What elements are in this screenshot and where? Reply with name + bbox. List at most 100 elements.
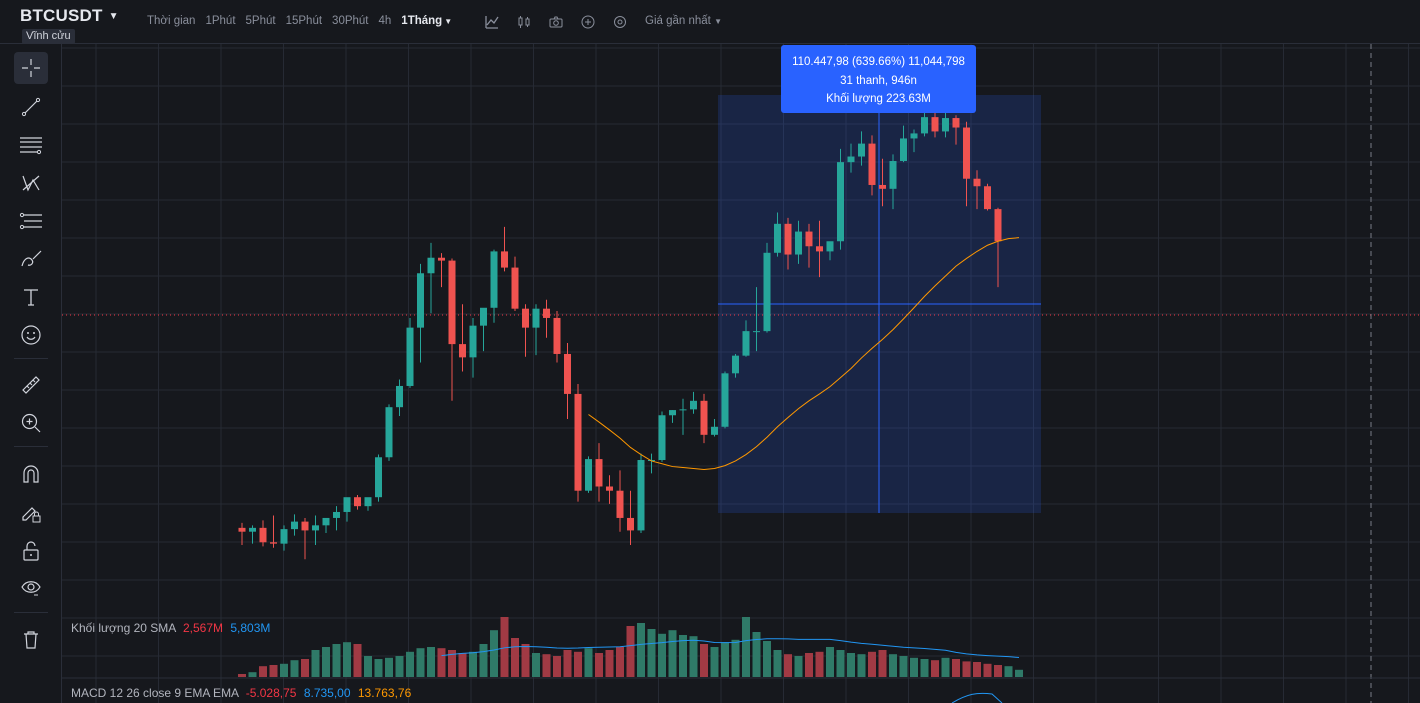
trash-icon[interactable] (14, 624, 48, 656)
volume-bar (469, 651, 477, 677)
volume-bar (920, 659, 929, 677)
candle-body (984, 186, 991, 210)
sidebar-divider (14, 612, 48, 613)
eye-icon[interactable] (14, 572, 48, 604)
macd-line (951, 692, 1003, 703)
brush-icon[interactable] (14, 243, 48, 275)
candle-body (784, 223, 792, 255)
settings-icon[interactable] (610, 12, 630, 32)
volume-bar (248, 672, 257, 677)
camera-icon[interactable] (546, 12, 566, 32)
crosshair-icon[interactable] (14, 52, 48, 84)
volume-bar (427, 647, 435, 677)
macd-value: 8.735,00 (303, 686, 351, 700)
candle-body (805, 231, 813, 247)
volume-bar (238, 674, 246, 677)
chevron-down-icon: ▼ (444, 17, 453, 26)
perpetual-badge: Vĩnh cửu (22, 29, 75, 44)
chart-canvas[interactable] (62, 44, 1420, 703)
candle-body (847, 156, 855, 163)
volume-bar (364, 656, 372, 677)
volume-bar (616, 647, 624, 677)
candle-body (963, 127, 970, 179)
macd-legend[interactable]: MACD 12 26 close 9 EMA EMA -5.028,75 8.7… (71, 686, 411, 700)
volume-bar (689, 636, 698, 677)
interval-1m[interactable]: 1Phút (205, 15, 236, 27)
volume-bar (395, 656, 404, 677)
candle-body (522, 308, 529, 328)
volume-bar (815, 651, 824, 677)
candle-body (459, 344, 466, 358)
fib-icon[interactable] (14, 205, 48, 237)
volume-bar (500, 617, 509, 677)
symbol-selector[interactable]: BTCUSDT ▼ (20, 6, 119, 26)
volume-pane (238, 617, 1023, 677)
horizontal-lines-icon[interactable] (14, 129, 48, 161)
candle-body (322, 517, 330, 526)
trend-line-icon[interactable] (14, 91, 48, 123)
price-type-selector[interactable]: Giá gần nhất ▼ (645, 15, 722, 27)
volume-bar (962, 661, 971, 677)
volume-bar (290, 660, 299, 677)
candle-body (511, 267, 519, 309)
ruler-icon[interactable] (14, 369, 48, 401)
volume-bar (553, 656, 561, 677)
price-chart[interactable] (62, 44, 1420, 703)
candle-body (795, 231, 802, 255)
candle-body (333, 511, 340, 518)
candle-body (301, 521, 309, 531)
candle-body (291, 521, 298, 530)
candle-body (448, 260, 456, 345)
volume-legend[interactable]: Khối lượng 20 SMA 2,567M 5,803M (71, 621, 270, 635)
interval-4h[interactable]: 4h (378, 15, 392, 27)
volume-bar (448, 650, 456, 677)
lock-drawing-icon[interactable] (14, 497, 48, 529)
volume-bar (332, 644, 341, 677)
candle-body (280, 529, 288, 544)
sidebar-divider (14, 446, 48, 447)
volume-bar (637, 623, 645, 677)
interval-5m[interactable]: 5Phút (245, 15, 276, 27)
candle-body (238, 527, 246, 532)
interval-1month[interactable]: 1Tháng ▼ (401, 15, 452, 27)
zoom-in-icon[interactable] (14, 407, 48, 439)
candle-body (564, 353, 571, 394)
volume-bar (889, 654, 897, 677)
measure-tooltip: 110.447,98 (639.66%) 11,044,798 31 thanh… (781, 45, 976, 113)
volume-bar (941, 657, 950, 677)
indicators-icon[interactable] (482, 12, 502, 32)
candle-body (994, 209, 1002, 242)
volume-bar (931, 660, 939, 677)
interval-30m[interactable]: 30Phút (332, 15, 369, 27)
candle-body (270, 542, 277, 544)
volume-bar (343, 642, 351, 677)
volume-bar (679, 635, 687, 677)
candle-body (742, 331, 750, 356)
magnet-icon[interactable] (14, 458, 48, 490)
volume-bar (458, 653, 467, 677)
candle-body (637, 460, 645, 531)
interval-15m[interactable]: 15Phút (285, 15, 323, 27)
add-icon[interactable] (578, 12, 598, 32)
unlock-icon[interactable] (14, 535, 48, 567)
volume-bar (836, 650, 845, 677)
volume-bar (301, 659, 309, 677)
compare-icon[interactable] (514, 12, 534, 32)
pattern-icon[interactable] (14, 167, 48, 199)
candle-body (690, 400, 697, 410)
candle-body (385, 407, 393, 458)
volume-bar (626, 626, 635, 677)
emoji-icon[interactable] (14, 319, 48, 351)
volume-bar (784, 654, 792, 677)
sidebar-divider (14, 358, 48, 359)
volume-bar (868, 651, 876, 677)
volume-bar (668, 630, 677, 677)
volume-bar (353, 644, 362, 677)
volume-bar (385, 657, 393, 677)
volume-bar (269, 665, 278, 677)
interval-time[interactable]: Thời gian (147, 15, 196, 27)
volume-bar (857, 654, 866, 677)
text-icon[interactable] (14, 281, 48, 313)
candle-body (249, 527, 256, 532)
volume-bar (973, 662, 981, 677)
